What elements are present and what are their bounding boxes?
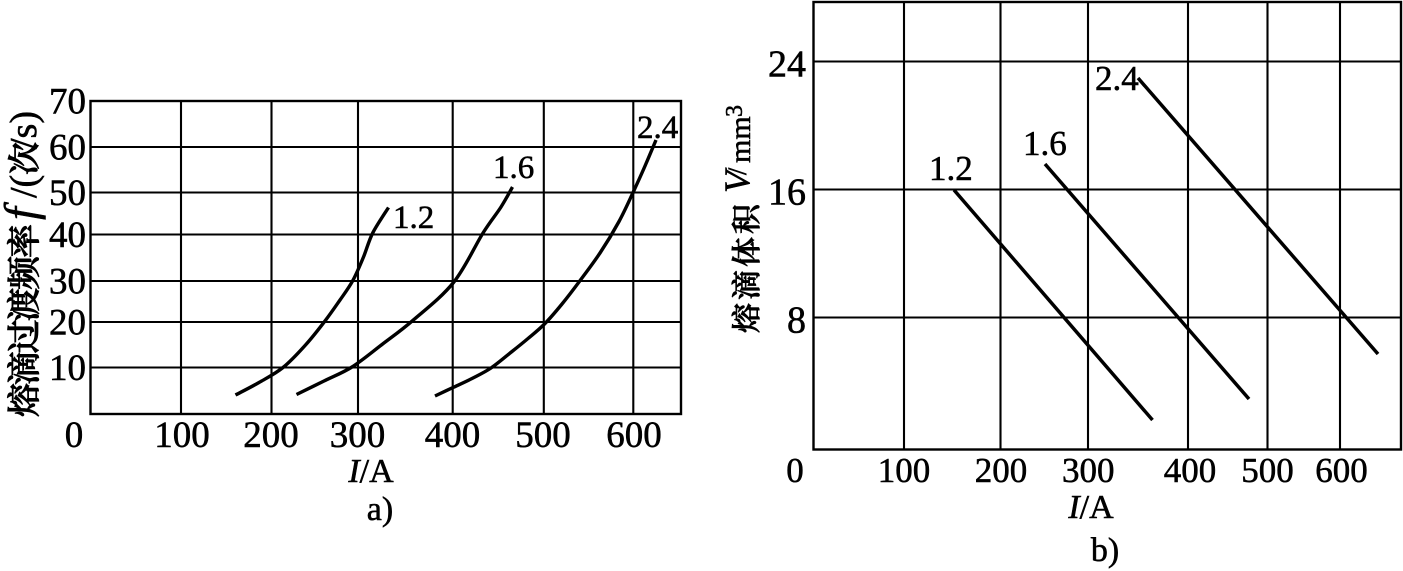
svg-text:200: 200 (975, 451, 1028, 490)
svg-text:40: 40 (49, 215, 86, 256)
svg-text:/s): /s) (3, 111, 45, 149)
svg-text:30: 30 (49, 262, 86, 303)
svg-text:50: 50 (49, 173, 86, 214)
svg-text:2.4: 2.4 (637, 110, 678, 146)
svg-text:/: / (723, 167, 752, 175)
svg-text:2.4: 2.4 (1095, 59, 1139, 98)
svg-text:b): b) (1091, 532, 1119, 569)
svg-text:1.2: 1.2 (929, 149, 973, 188)
svg-text:1.2: 1.2 (393, 200, 434, 236)
svg-text:200: 200 (243, 415, 299, 456)
svg-text:400: 400 (1164, 451, 1217, 490)
svg-text:600: 600 (606, 415, 662, 456)
svg-text:V: V (717, 167, 757, 193)
svg-text:10: 10 (49, 348, 86, 389)
svg-text:500: 500 (1241, 451, 1294, 490)
svg-text:1.6: 1.6 (493, 150, 534, 186)
svg-text:300: 300 (1062, 451, 1115, 490)
svg-text:70: 70 (49, 82, 86, 123)
svg-text:0: 0 (786, 451, 804, 490)
svg-text:100: 100 (878, 451, 931, 490)
svg-text:20: 20 (49, 303, 86, 344)
svg-text:/(: /( (3, 175, 45, 198)
svg-text:a): a) (367, 491, 393, 528)
svg-text:16: 16 (768, 172, 806, 214)
svg-text:600: 600 (1315, 451, 1368, 490)
svg-text:0: 0 (65, 415, 84, 456)
svg-text:400: 400 (425, 415, 481, 456)
svg-text:I/A: I/A (1067, 489, 1114, 526)
svg-text:500: 500 (515, 415, 571, 456)
svg-text:100: 100 (154, 415, 210, 456)
svg-text:3: 3 (722, 105, 748, 117)
svg-text:300: 300 (330, 415, 386, 456)
svg-text:8: 8 (787, 300, 806, 342)
svg-text:mm: mm (724, 116, 757, 163)
svg-text:24: 24 (768, 44, 806, 86)
svg-text:60: 60 (49, 128, 86, 169)
svg-text:1.6: 1.6 (1023, 124, 1067, 163)
svg-text:I/A: I/A (347, 453, 394, 490)
